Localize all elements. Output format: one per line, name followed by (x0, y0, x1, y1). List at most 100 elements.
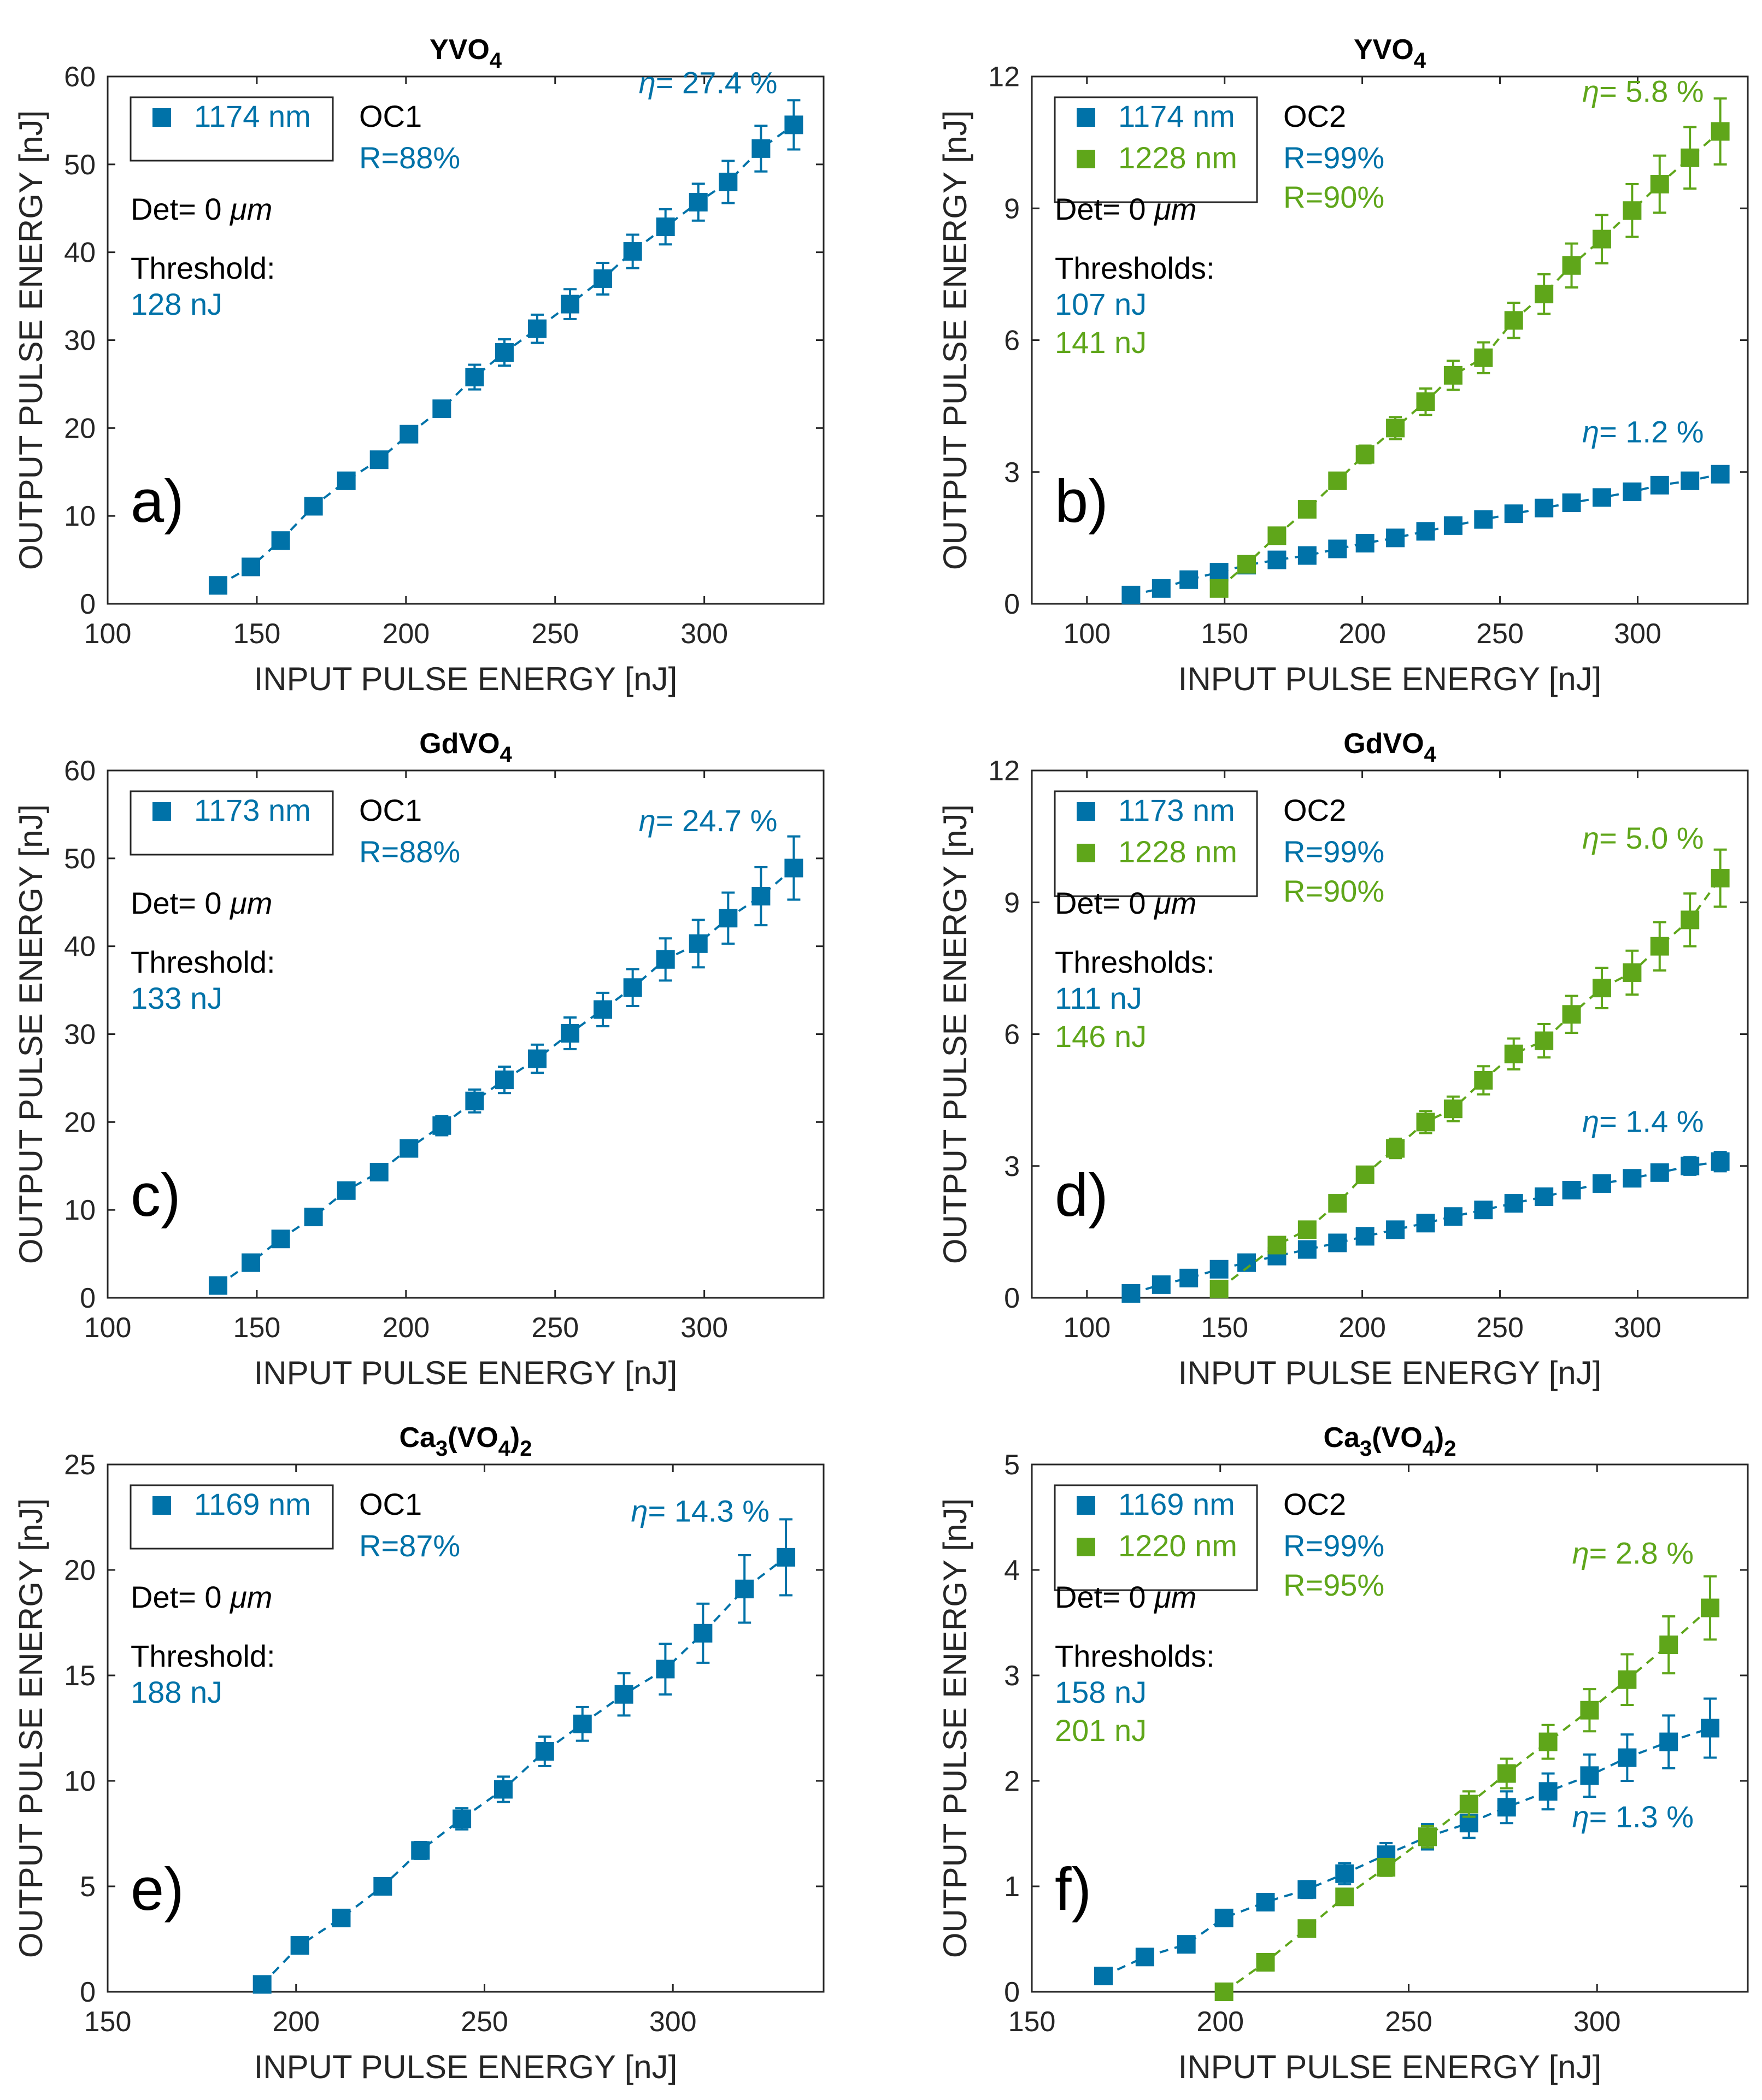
y-tick-label: 3 (1004, 1660, 1020, 1692)
y-tick-label: 40 (64, 237, 96, 269)
y-tick-label: 30 (64, 1019, 96, 1051)
plot-area (107, 75, 825, 605)
data-point (1580, 1701, 1599, 1720)
y-tick-label: 0 (80, 1283, 96, 1314)
title-subscript: 3 (436, 1437, 448, 1461)
threshold-value: 158 nJ (1055, 1675, 1147, 1709)
legend-label: 1220 nm (1118, 1528, 1237, 1563)
reflectance-label: R=99% (1283, 1528, 1384, 1563)
threshold-value: 188 nJ (131, 1675, 222, 1709)
y-axis-label: OUTPUT PULSE ENERGY [nJ] (13, 1498, 49, 1958)
y-tick-label: 10 (64, 501, 96, 532)
data-point (1711, 122, 1730, 141)
legend-label: 1169 nm (194, 1487, 311, 1521)
data-point (1152, 579, 1171, 598)
data-point (1386, 1139, 1405, 1158)
y-tick-label: 20 (64, 413, 96, 444)
x-tick-label: 150 (1201, 618, 1248, 650)
data-point (1535, 498, 1554, 517)
slope-efficiency-label: η= 1.4 % (1582, 1104, 1704, 1139)
data-point (208, 576, 227, 595)
data-point (1209, 1260, 1229, 1279)
data-point (1650, 175, 1669, 194)
data-point (735, 1579, 754, 1598)
legend-label: 1228 nm (1118, 834, 1237, 869)
data-point (1538, 1732, 1558, 1751)
y-tick-label: 10 (64, 1766, 96, 1797)
data-point (1592, 230, 1611, 249)
slope-efficiency-label: η= 5.0 % (1582, 821, 1704, 855)
threshold-heading: Threshold: (131, 945, 275, 979)
data-point (1504, 311, 1523, 330)
y-tick-label: 5 (80, 1871, 96, 1903)
data-point (1267, 1236, 1287, 1255)
x-tick-label: 300 (1573, 2006, 1621, 2038)
x-tick-label: 200 (382, 618, 430, 650)
data-point (1623, 482, 1642, 501)
detuning-label: Det= 0 μm (1055, 886, 1196, 920)
data-point (784, 115, 803, 134)
threshold-heading: Threshold: (131, 1639, 275, 1673)
x-tick-label: 100 (1063, 618, 1111, 650)
detuning-label: Det= 0 μm (131, 1580, 272, 1614)
data-point (1681, 1156, 1700, 1175)
legend-marker (1077, 108, 1095, 127)
data-point (1209, 1279, 1229, 1298)
y-tick-label: 9 (1004, 887, 1020, 919)
eta-symbol: η (631, 1493, 648, 1528)
reflectance-label: R=90% (1283, 874, 1384, 908)
y-tick-label: 6 (1004, 325, 1020, 357)
eta-symbol: η (1582, 821, 1599, 855)
detuning-unit: μm (1153, 886, 1196, 920)
data-point (400, 425, 419, 444)
data-point (242, 557, 260, 577)
output-coupler-label: OC2 (1283, 99, 1346, 133)
data-point (432, 399, 451, 418)
data-point (1535, 1187, 1554, 1207)
y-tick-label: 9 (1004, 193, 1020, 225)
series-green (1209, 97, 1730, 598)
title-subscript: 4 (1424, 743, 1437, 767)
panel-letter: c) (131, 1162, 181, 1229)
data-point (1497, 1764, 1516, 1783)
output-coupler-label: OC1 (359, 793, 422, 827)
eta-symbol: η (1572, 1799, 1589, 1834)
x-tick-label: 300 (680, 1312, 728, 1344)
legend: 1169 nm (130, 1484, 334, 1550)
reflectance-label: R=88% (359, 140, 460, 175)
data-point (777, 1548, 796, 1567)
eta-value: = 14.3 % (648, 1493, 770, 1528)
data-point (1179, 1268, 1199, 1287)
output-coupler-label: OC1 (359, 99, 422, 133)
data-point (1474, 510, 1493, 529)
x-axis-label: INPUT PULSE ENERGY [nJ] (254, 661, 678, 697)
data-point (784, 858, 803, 878)
data-point (1535, 285, 1554, 304)
data-point (1623, 963, 1642, 982)
x-tick-label: 300 (649, 2006, 697, 2038)
y-tick-label: 0 (1004, 1283, 1020, 1314)
panel-letter: a) (131, 468, 184, 535)
x-tick-label: 100 (1063, 1312, 1111, 1344)
data-point (535, 1742, 554, 1761)
legend-marker (152, 802, 171, 821)
legend-box (130, 96, 334, 162)
legend-marker (1077, 1538, 1095, 1556)
chart-title: Ca3(VO4)2 (1323, 1422, 1456, 1461)
output-coupler-label: OC1 (359, 1487, 422, 1521)
title-text: ) (510, 1422, 520, 1454)
data-point (1681, 910, 1700, 930)
data-point (1474, 1201, 1493, 1220)
x-tick-label: 150 (1201, 1312, 1248, 1344)
data-point (495, 343, 514, 362)
slope-efficiency-label: η= 1.3 % (1572, 1799, 1694, 1834)
threshold-value: 128 nJ (131, 287, 222, 321)
data-point (719, 173, 738, 191)
detuning-unit: μm (229, 886, 272, 920)
data-point (1377, 1858, 1396, 1877)
data-point (528, 1049, 547, 1068)
data-point (1297, 1220, 1317, 1239)
x-tick-label: 250 (1476, 618, 1524, 650)
data-point (432, 1116, 451, 1135)
data-point (1179, 570, 1199, 589)
